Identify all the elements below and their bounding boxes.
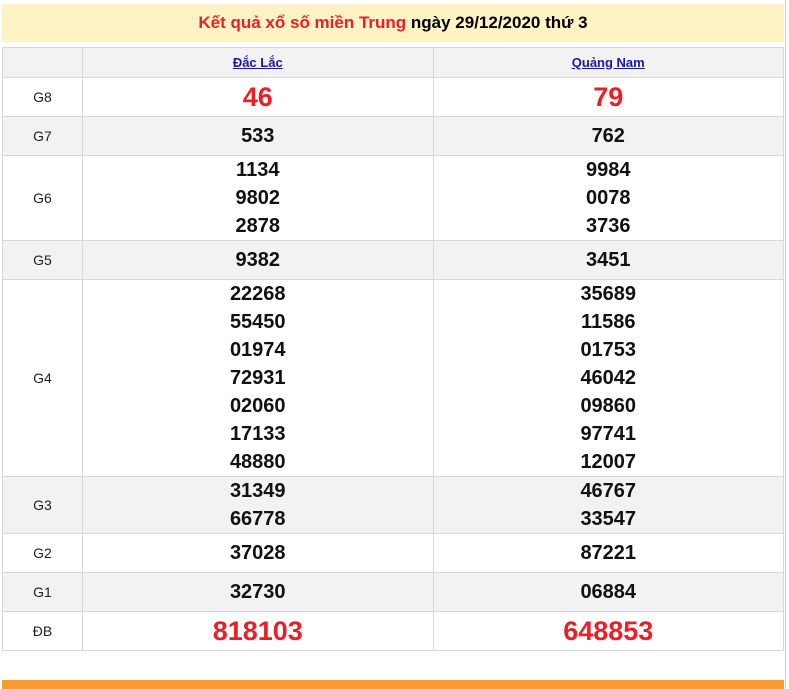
prize-number: 31349 bbox=[229, 480, 286, 502]
prize-cell: 9382 bbox=[82, 240, 434, 280]
title-region: Kết quả xổ số miền Trung bbox=[198, 13, 407, 32]
prize-number: 01753 bbox=[580, 339, 637, 361]
prize-number: 32730 bbox=[229, 581, 286, 603]
prize-number: 46042 bbox=[580, 367, 637, 389]
prize-cell: 3451 bbox=[432, 240, 784, 280]
prize-cell: 37028 bbox=[82, 533, 434, 573]
prize-row-g8: G8 46 79 bbox=[2, 77, 784, 117]
prize-cell: 32730 bbox=[82, 572, 434, 612]
prize-row-g3: G3 31349 66778 46767 33547 bbox=[2, 476, 784, 534]
province-link-dac-lac[interactable]: Đắc Lắc bbox=[232, 54, 283, 70]
prize-label: G1 bbox=[2, 572, 83, 612]
prize-cell: 818103 bbox=[82, 611, 434, 651]
scrollbar[interactable] bbox=[785, 0, 789, 689]
prize-number: 97741 bbox=[580, 423, 637, 445]
prize-number: 66778 bbox=[229, 508, 286, 530]
prize-cell: 533 bbox=[82, 116, 434, 156]
prize-label: G5 bbox=[2, 240, 83, 280]
prize-cell: 1134 9802 2878 bbox=[82, 155, 434, 241]
prize-row-g4: G4 22268 55450 01974 72931 02060 17133 48880 356… bbox=[2, 279, 784, 477]
prize-label: ĐB bbox=[2, 611, 83, 651]
prize-cell: 87221 bbox=[432, 533, 784, 573]
prize-number: 818103 bbox=[212, 615, 303, 646]
prize-cell: 31349 66778 bbox=[82, 476, 434, 534]
prize-number: 2878 bbox=[235, 215, 281, 237]
header-empty-cell bbox=[2, 47, 83, 78]
prize-number: 9984 bbox=[586, 159, 631, 181]
prize-number: 37028 bbox=[229, 542, 286, 564]
prize-row-g7: G7 533 762 bbox=[2, 116, 784, 156]
prize-number: 0078 bbox=[586, 187, 631, 209]
prize-label: G6 bbox=[2, 155, 83, 241]
prize-number: 46767 bbox=[580, 480, 637, 502]
prize-number: 06884 bbox=[580, 581, 637, 603]
prize-cell: 9984 0078 3736 bbox=[432, 155, 784, 241]
header-province-1: Đắc Lắc bbox=[82, 47, 434, 78]
prize-number: 3451 bbox=[586, 249, 631, 271]
prize-number: 35689 bbox=[580, 283, 637, 305]
prize-row-g1: G1 32730 06884 bbox=[2, 572, 784, 612]
prize-label: G2 bbox=[2, 533, 83, 573]
prize-cell: 35689 11586 01753 46042 09860 97741 12007 bbox=[432, 279, 784, 477]
prize-cell: 06884 bbox=[432, 572, 784, 612]
prize-number: 79 bbox=[593, 81, 624, 112]
results-table: Đắc Lắc Quảng Nam G8 46 79 G7 533 762 G6 1134 98… bbox=[2, 47, 784, 651]
prize-row-g6: G6 1134 9802 2878 9984 0078 3736 bbox=[2, 155, 784, 241]
prize-label: G3 bbox=[2, 476, 83, 534]
prize-number: 762 bbox=[591, 125, 625, 147]
prize-number: 87221 bbox=[580, 542, 637, 564]
prize-label: G8 bbox=[2, 77, 83, 117]
prize-cell: 79 bbox=[432, 77, 784, 117]
prize-number: 33547 bbox=[580, 508, 637, 530]
footer-bar bbox=[2, 680, 784, 689]
prize-number: 17133 bbox=[229, 423, 286, 445]
prize-number: 11586 bbox=[580, 311, 636, 333]
prize-label: G4 bbox=[2, 279, 83, 477]
prize-row-g5: G5 9382 3451 bbox=[2, 240, 784, 280]
table-header-row: Đắc Lắc Quảng Nam bbox=[2, 47, 784, 78]
prize-number: 01974 bbox=[229, 339, 286, 361]
province-link-quang-nam[interactable]: Quảng Nam bbox=[571, 54, 645, 70]
prize-number: 02060 bbox=[229, 395, 286, 417]
prize-row-đb: ĐB 818103 648853 bbox=[2, 611, 784, 651]
prize-number: 1134 bbox=[236, 159, 280, 181]
title-date: ngày 29/12/2020 thứ 3 bbox=[406, 13, 588, 32]
header-province-2: Quảng Nam bbox=[432, 47, 784, 78]
prize-number: 55450 bbox=[229, 311, 286, 333]
prize-number: 648853 bbox=[563, 615, 654, 646]
prize-number: 22268 bbox=[229, 283, 286, 305]
prize-cell: 46767 33547 bbox=[432, 476, 784, 534]
prize-cell: 648853 bbox=[432, 611, 784, 651]
prize-number: 48880 bbox=[229, 451, 286, 473]
prize-number: 09860 bbox=[580, 395, 637, 417]
prize-cell: 46 bbox=[82, 77, 434, 117]
prize-cell: 762 bbox=[432, 116, 784, 156]
results-title: Kết quả xổ số miền Trung ngày 29/12/2020… bbox=[2, 4, 784, 42]
prize-number: 46 bbox=[242, 81, 273, 112]
prize-number: 72931 bbox=[229, 367, 286, 389]
prize-cell: 22268 55450 01974 72931 02060 17133 48880 bbox=[82, 279, 434, 477]
prize-number: 9802 bbox=[235, 187, 281, 209]
prize-number: 3736 bbox=[586, 215, 631, 237]
prize-label: G7 bbox=[2, 116, 83, 156]
prize-number: 9382 bbox=[235, 249, 281, 271]
prize-row-g2: G2 37028 87221 bbox=[2, 533, 784, 573]
prize-number: 533 bbox=[241, 125, 275, 147]
prize-number: 12007 bbox=[580, 451, 637, 473]
